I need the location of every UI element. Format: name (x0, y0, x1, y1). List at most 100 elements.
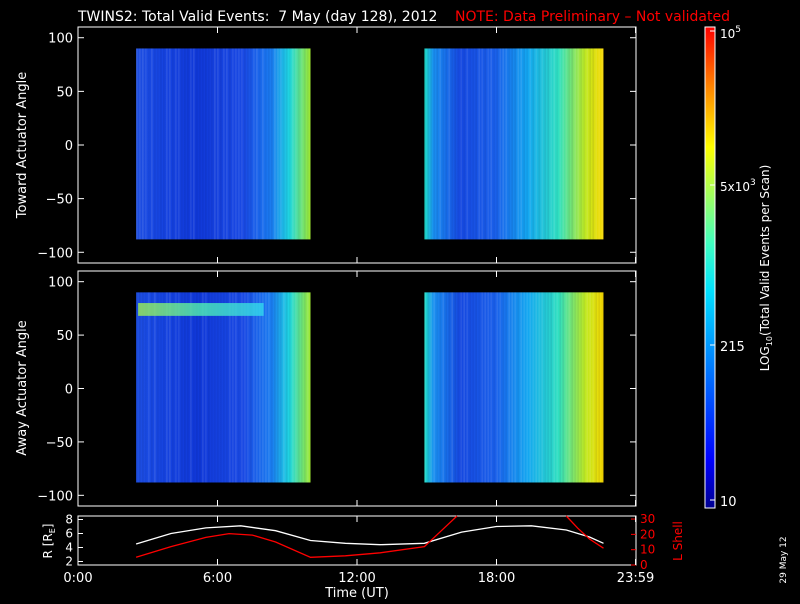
r-tick-label: 6 (65, 527, 73, 541)
heatmap-stripe (163, 292, 165, 483)
heatmap-stripe (277, 48, 279, 240)
heatmap-stripe (424, 292, 426, 483)
heatmap-stripe (136, 292, 138, 483)
heatmap-stripe (142, 48, 144, 240)
heatmap-stripe (514, 292, 516, 483)
heatmap-stripe (487, 48, 489, 240)
heatmap-stripe (472, 48, 474, 240)
heatmap-stripe (148, 48, 150, 240)
heatmap-stripe (217, 292, 219, 483)
colorbar-label-sub: 10 (765, 336, 774, 346)
heatmap-stripe (442, 292, 444, 483)
heatmap-stripe (247, 48, 249, 240)
y-tick-label: −100 (37, 246, 73, 261)
heatmap-stripe (175, 48, 177, 240)
heatmap-stripe (250, 292, 252, 483)
heatmap-stripe (154, 292, 156, 483)
heatmap-stripe (280, 48, 282, 240)
heatmap-stripe (499, 48, 501, 240)
heatmap-stripe (289, 292, 291, 483)
heatmap-stripe (481, 48, 483, 240)
heatmap-stripe (298, 292, 300, 483)
heatmap-stripe (508, 48, 510, 240)
heatmap-stripe (451, 292, 453, 483)
heatmap-stripe (454, 292, 456, 483)
r-axis-label-end: ] (41, 524, 55, 529)
heatmap-stripe (139, 48, 141, 240)
heatmap-stripe (301, 292, 303, 483)
colorbar-tick-5e3: 5x103 (720, 178, 756, 194)
heatmap-stripe (214, 48, 216, 240)
heatmap-stripe (502, 48, 504, 240)
x-tick-label: 18:00 (478, 571, 515, 586)
heatmap-stripe (484, 48, 486, 240)
heatmap-stripe (160, 48, 162, 240)
heatmap-stripe (259, 48, 261, 240)
colorbar-tick-1e5-base: 10 (720, 27, 735, 41)
heatmap-stripe (493, 292, 495, 483)
heatmap-stripe (193, 292, 195, 483)
heatmap-stripe (496, 292, 498, 483)
heatmap-stripe (166, 48, 168, 240)
heatmap-stripe (232, 292, 234, 483)
heatmap-stripe (526, 48, 528, 240)
heatmap-stripe (229, 292, 231, 483)
heatmap-stripe (577, 48, 579, 240)
away-y-axis: 100 50 0 −50 −100 (37, 271, 637, 506)
heatmap-stripe (580, 292, 582, 483)
heatmap-stripe (145, 292, 147, 483)
heatmap-stripe (172, 48, 174, 240)
heatmap-stripe (571, 48, 573, 240)
heatmap-stripe (586, 48, 588, 240)
heatmap-stripe (598, 48, 600, 240)
heatmap-stripe (517, 292, 519, 483)
heatmap-stripe (574, 292, 576, 483)
heatmap-stripe (439, 48, 441, 240)
heatmap-stripe (265, 48, 267, 240)
heatmap-stripe (559, 48, 561, 240)
toward-heatmap (136, 48, 604, 240)
heatmap-stripe (514, 48, 516, 240)
heatmap-stripe (442, 48, 444, 240)
heatmap-stripe (256, 292, 258, 483)
heatmap-stripe (505, 292, 507, 483)
date-stamp: 29 May 12 (779, 536, 789, 583)
heatmap-stripe (466, 48, 468, 240)
heatmap-stripe (535, 292, 537, 483)
heatmap-stripe (544, 48, 546, 240)
heatmap-stripe (568, 292, 570, 483)
heatmap-stripe (160, 292, 162, 483)
heatmap-stripe (259, 292, 261, 483)
heatmap-stripe (226, 48, 228, 240)
heatmap-stripe (472, 292, 474, 483)
heatmap-stripe (595, 48, 597, 240)
colorbar-tick-5e3-exp: 3 (750, 178, 756, 188)
heatmap-stripe (178, 48, 180, 240)
xlabel: Time (UT) (324, 586, 389, 600)
heatmap-stripe (301, 48, 303, 240)
y-tick-label: 50 (56, 329, 73, 344)
heatmap-stripe (220, 292, 222, 483)
heatmap-stripe (181, 48, 183, 240)
heatmap-stripe (295, 48, 297, 240)
heatmap-stripe (427, 292, 429, 483)
heatmap-stripe (448, 48, 450, 240)
heatmap-stripe (481, 292, 483, 483)
heatmap-stripe (229, 48, 231, 240)
heatmap-stripe (538, 48, 540, 240)
heatmap-stripe (583, 292, 585, 483)
heatmap-stripe (601, 48, 603, 240)
heatmap-stripe (457, 48, 459, 240)
heatmap-stripe (469, 292, 471, 483)
heatmap-stripe (577, 292, 579, 483)
colorbar-label-post: (Total Valid Events per Scan) (758, 165, 772, 336)
heatmap-stripe (601, 292, 603, 483)
heatmap-stripe (214, 292, 216, 483)
heatmap-stripe (244, 48, 246, 240)
heatmap-stripe (589, 48, 591, 240)
heatmap-stripe (184, 292, 186, 483)
heatmap-stripe (292, 292, 294, 483)
heatmap-stripe (175, 292, 177, 483)
